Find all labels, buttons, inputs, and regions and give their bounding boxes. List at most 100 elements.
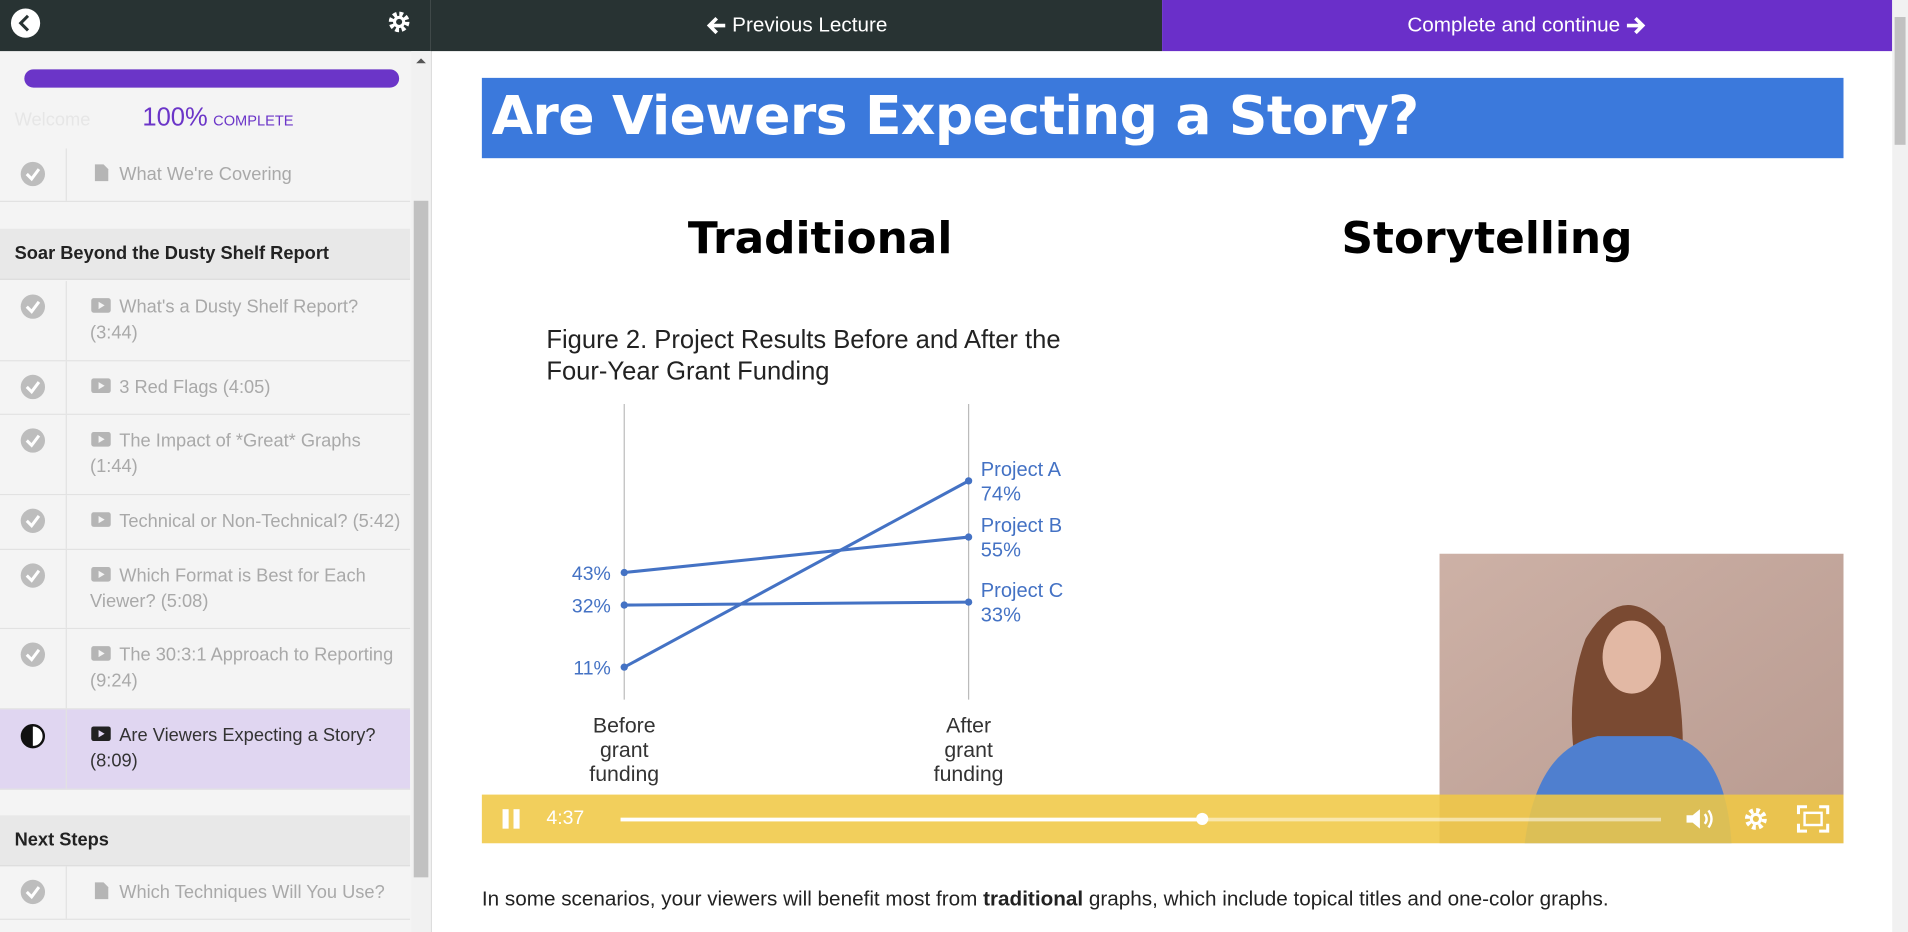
lecture-item[interactable]: Which Techniques Will You Use? [0, 866, 411, 920]
lecture-name: Which Format is Best for Each Viewer? (5… [90, 565, 366, 613]
lecture-title: 3 Red Flags (4:05) [90, 375, 400, 401]
x-tick-label: After grant funding [933, 713, 1004, 787]
check [25, 381, 41, 395]
doc [94, 164, 109, 182]
check-circle [20, 161, 46, 187]
check [25, 300, 41, 314]
pause-button[interactable] [499, 807, 523, 831]
video-icon [91, 431, 111, 447]
half-fill [21, 725, 33, 748]
video-controls: 4:37 [481, 794, 1844, 844]
right-heading: Storytelling [1341, 214, 1633, 265]
lecture-name: 3 Red Flags (4:05) [119, 377, 271, 398]
video-icon [91, 378, 111, 394]
sidebar: Welcome 100% COMPLETE What We're Coverin… [0, 0, 432, 932]
play [98, 435, 105, 443]
lecture-title: What's a Dusty Shelf Report? (3:44) [90, 294, 400, 345]
point [964, 533, 973, 541]
lecture-item[interactable]: What We're Covering [0, 148, 411, 202]
progress-caption: COMPLETE [213, 111, 294, 129]
point [964, 598, 973, 606]
lecture-item[interactable]: The Impact of *Great* Graphs (1:44) [0, 414, 411, 496]
status-column [0, 866, 67, 919]
section-header: Next Steps [0, 815, 411, 867]
lecture-name: What We're Covering [119, 164, 292, 185]
check-circle [20, 508, 46, 533]
lecture-title: The 30:3:1 Approach to Reporting (9:24) [90, 642, 400, 693]
settings-button[interactable] [386, 9, 413, 36]
doc-icon [94, 882, 109, 900]
doc-icon [94, 164, 109, 182]
video-icon [91, 726, 111, 742]
video-icon [91, 298, 111, 313]
series-label: Project B [981, 515, 1062, 537]
slide-title: Are Viewers Expecting a Story? [491, 85, 1420, 148]
lecture-item[interactable]: Which Format is Best for Each Viewer? (5… [0, 550, 411, 630]
point [620, 601, 628, 609]
slope-line [624, 535, 969, 575]
play [98, 570, 105, 578]
lecture-title: Are Viewers Expecting a Story? (8:09) [90, 723, 400, 774]
video-icon [91, 567, 111, 582]
lecture-title: The Impact of *Great* Graphs (1:44) [90, 428, 400, 479]
check [25, 569, 41, 583]
doc [94, 882, 109, 900]
play [98, 730, 105, 738]
series-label: Project A [981, 459, 1062, 481]
seek-knob[interactable] [1196, 812, 1209, 826]
value-label: 32% [572, 595, 611, 617]
check [25, 168, 41, 182]
status-icon [20, 428, 46, 453]
chart-title: Figure 2. Project Results Before and Aft… [546, 326, 1061, 386]
lecture-name: What's a Dusty Shelf Report? (3:44) [90, 296, 359, 344]
sidebar-header [0, 0, 431, 52]
check-circle [20, 374, 46, 400]
lecture-item[interactable]: Technical or Non-Technical? (5:42) [0, 495, 411, 551]
previous-label: Previous Lecture [732, 13, 888, 37]
settings-video-button[interactable] [1743, 806, 1770, 833]
sidebar-scrollbar [411, 51, 431, 932]
video-icon [91, 646, 111, 661]
status-column [0, 281, 67, 361]
scroll-thumb[interactable] [413, 200, 429, 878]
status-column [0, 414, 67, 495]
volume-button[interactable] [1684, 806, 1718, 833]
fullscreen-button[interactable] [1796, 804, 1830, 833]
lecture-title: Technical or Non-Technical? (5:42) [90, 509, 400, 535]
progress-label: 100% [142, 103, 208, 132]
seek-played [620, 817, 1203, 822]
previous-button[interactable]: Previous Lecture [430, 0, 1163, 52]
seek-track[interactable] [620, 812, 1661, 826]
check-circle [20, 428, 46, 453]
lecture-item[interactable]: 3 Red Flags (4:05) [0, 361, 411, 415]
back-button[interactable] [9, 6, 43, 40]
point [620, 663, 628, 671]
lecture-text: In some scenarios, your viewers will ben… [482, 887, 1609, 911]
page-scrollbar [1892, 0, 1908, 932]
progress-text: 100% COMPLETE [142, 103, 293, 132]
lecture-item[interactable]: The 30:3:1 Approach to Reporting (9:24) [0, 629, 411, 710]
status-icon [20, 879, 46, 905]
value-label: 74% [981, 483, 1021, 505]
check-circle [20, 642, 46, 667]
status-column [0, 629, 67, 709]
check-circle [20, 879, 46, 905]
left-heading: Traditional [687, 214, 953, 265]
check [25, 434, 41, 448]
lecture-item[interactable]: Are Viewers Expecting a Story? (8:09) [0, 709, 411, 790]
text: In some scenarios, your viewers will ben… [481, 887, 984, 911]
check-circle [20, 563, 46, 588]
complete-button[interactable]: Complete and continue [1162, 0, 1893, 52]
video-icon [91, 512, 111, 527]
lecture-name: Which Techniques Will You Use? [119, 882, 385, 903]
lecture-name: The 30:3:1 Approach to Reporting (9:24) [90, 644, 394, 692]
page-scroll-thumb[interactable] [1894, 17, 1906, 145]
series-label: Project C [981, 580, 1064, 602]
lecture-item[interactable]: What's a Dusty Shelf Report? (3:44) [0, 281, 411, 362]
video-time: 4:37 [546, 807, 585, 829]
progress-bar [24, 69, 400, 88]
status-column [0, 550, 67, 628]
slope-line [624, 600, 969, 607]
